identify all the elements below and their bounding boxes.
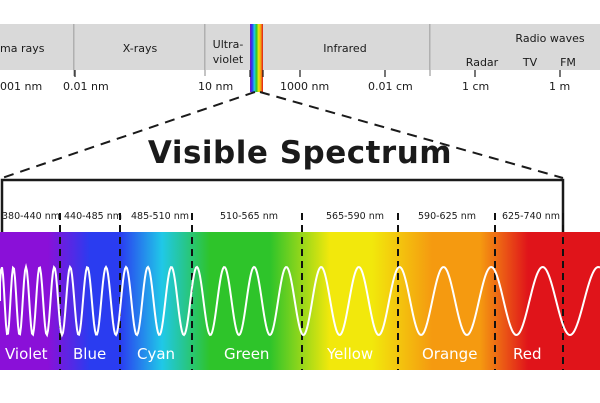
label-gamma-rays: ma rays <box>0 42 45 55</box>
tick-label: 0.01 nm <box>63 80 109 93</box>
range-label: 625-740 nm <box>502 211 560 222</box>
label-radar: Radar <box>465 56 499 69</box>
light-wave <box>0 263 600 338</box>
color-label-cyan: Cyan <box>137 345 176 363</box>
range-label: 590-625 nm <box>418 211 476 222</box>
em-band-infrared <box>263 24 430 70</box>
em-band-gamma <box>0 24 74 70</box>
label-radio-waves: Radio waves <box>515 32 585 45</box>
tick-label: 0.01 cm <box>368 80 413 93</box>
projection-line-right <box>259 91 564 179</box>
label-infrared: Infrared <box>323 42 367 55</box>
color-label-violet: Violet <box>5 345 48 363</box>
projection-line-left <box>1 91 256 179</box>
tick-label: 1000 nm <box>280 80 330 93</box>
color-label-orange: Orange <box>422 345 478 363</box>
range-label: 485-510 nm <box>131 211 189 222</box>
tick-label: 1 m <box>549 80 571 93</box>
color-label-red: Red <box>513 345 542 363</box>
color-label-blue: Blue <box>73 345 107 363</box>
color-label-yellow: Yellow <box>327 345 374 363</box>
range-label: 440-485 nm <box>64 211 122 222</box>
tick-label: 10 nm <box>198 80 234 93</box>
label-tv: TV <box>522 56 538 69</box>
visible-bracket <box>0 178 565 232</box>
label-ultraviolet: Ultra- violet <box>212 38 244 66</box>
color-label-green: Green <box>224 345 270 363</box>
range-label: 510-565 nm <box>220 211 278 222</box>
range-label: 380-440 nm <box>2 211 60 222</box>
em-band-radio <box>431 24 600 70</box>
visible-light-strip <box>250 24 263 92</box>
em-band-uv <box>206 24 250 70</box>
label-fm: FM <box>560 56 576 69</box>
tick-label: 1 cm <box>462 80 490 93</box>
range-label: 565-590 nm <box>326 211 384 222</box>
visible-spectrum-band <box>0 232 600 370</box>
label-x-rays: X-rays <box>122 42 158 55</box>
visible-spectrum-title: Visible Spectrum <box>147 135 453 171</box>
em-band-xray <box>75 24 205 70</box>
tick-label: 001 nm <box>0 80 43 93</box>
